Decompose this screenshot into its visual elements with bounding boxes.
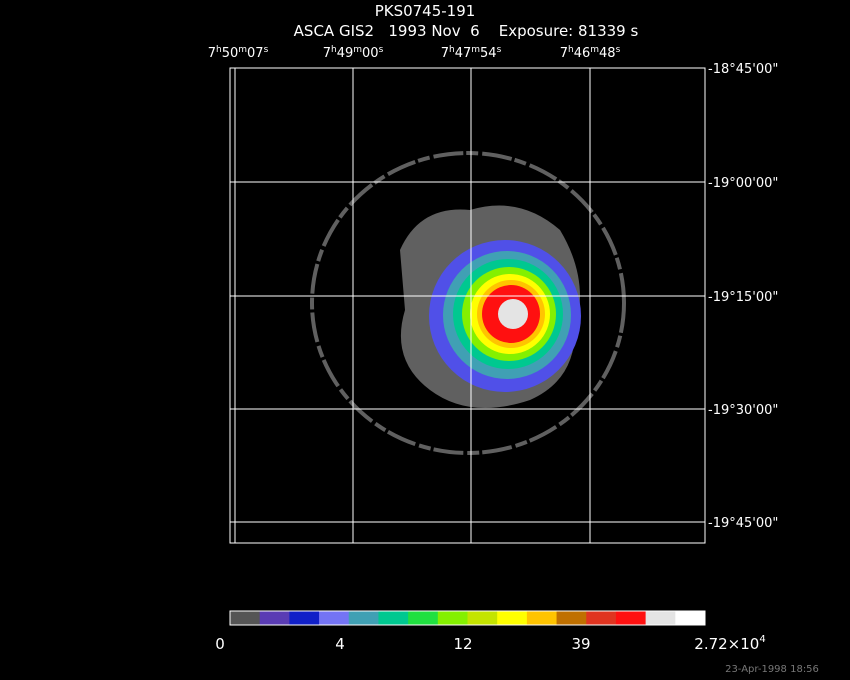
number: 2.72×10 — [694, 635, 759, 653]
unit: m — [238, 45, 247, 55]
detector-ring — [310, 151, 626, 455]
number: 50 — [222, 46, 239, 61]
number: 48 — [599, 46, 616, 61]
dec-tick-label: -19°30'00" — [708, 403, 778, 418]
unit: h — [568, 45, 574, 55]
colorbar-cell — [675, 611, 706, 625]
number: 54 — [480, 46, 497, 61]
number: 49 — [337, 46, 354, 61]
ra-tick-label: 7h49m00s — [323, 45, 384, 61]
number: 00 — [362, 46, 379, 61]
unit: m — [471, 45, 480, 55]
colorbar-cell — [467, 611, 498, 625]
number: 0 — [215, 635, 225, 653]
colorbar-label: 39 — [571, 635, 590, 653]
number: 7 — [323, 46, 331, 61]
unit: s — [379, 45, 384, 55]
colorbar-cell — [259, 611, 290, 625]
colorbar-cell — [437, 611, 468, 625]
colorbar-label: 0 — [215, 635, 225, 653]
colorbar-label: 2.72×104 — [694, 634, 765, 653]
dec-tick-label: -19°00'00" — [708, 176, 778, 191]
unit: m — [353, 45, 362, 55]
unit: s — [616, 45, 621, 55]
ra-tick-label: 7h50m07s — [208, 45, 269, 61]
unit: h — [449, 45, 455, 55]
colorbar-cell — [348, 611, 379, 625]
dec-tick-label: -18°45'00" — [708, 62, 778, 77]
colorbar-cell — [556, 611, 587, 625]
colorbar-label: 4 — [335, 635, 345, 653]
unit: h — [331, 45, 337, 55]
number: 47 — [455, 46, 472, 61]
unit: s — [497, 45, 502, 55]
dec-tick-label: -19°15'00" — [708, 290, 778, 305]
colorbar-label: 12 — [453, 635, 472, 653]
number: 7 — [560, 46, 568, 61]
core — [498, 299, 528, 329]
colorbar-frame — [229, 610, 706, 626]
colorbar-cell — [408, 611, 439, 625]
colorbar-cell — [378, 611, 409, 625]
colorbar-cell — [289, 611, 320, 625]
number: 46 — [574, 46, 591, 61]
number: 07 — [247, 46, 264, 61]
grid — [229, 67, 706, 544]
exponent: 4 — [759, 634, 765, 645]
ra-tick-label: 7h46m48s — [560, 45, 621, 61]
number: 7 — [441, 46, 449, 61]
dec-tick-label: -19°45'00" — [708, 516, 778, 531]
colorbar-cell — [645, 611, 676, 625]
colorbar-cell — [586, 611, 617, 625]
colorbar-cell — [615, 611, 647, 625]
xray-image — [310, 151, 626, 455]
subtitle: ASCA GIS2 1993 Nov 6 Exposure: 81339 s — [294, 22, 639, 40]
number: 7 — [208, 46, 216, 61]
number: 12 — [453, 635, 472, 653]
title: PKS0745-191 — [375, 2, 476, 20]
unit: h — [216, 45, 222, 55]
colorbar-cell — [497, 611, 528, 625]
footer: 23-Apr-1998 18:56 — [725, 664, 819, 675]
unit: m — [590, 45, 599, 55]
colorbar-cell — [319, 611, 350, 625]
colorbar-cell — [230, 611, 261, 625]
frame — [229, 67, 706, 544]
number: 39 — [571, 635, 590, 653]
ra-tick-label: 7h47m54s — [441, 45, 502, 61]
number: 4 — [335, 635, 345, 653]
colorbar-cell — [526, 611, 558, 625]
unit: s — [264, 45, 269, 55]
